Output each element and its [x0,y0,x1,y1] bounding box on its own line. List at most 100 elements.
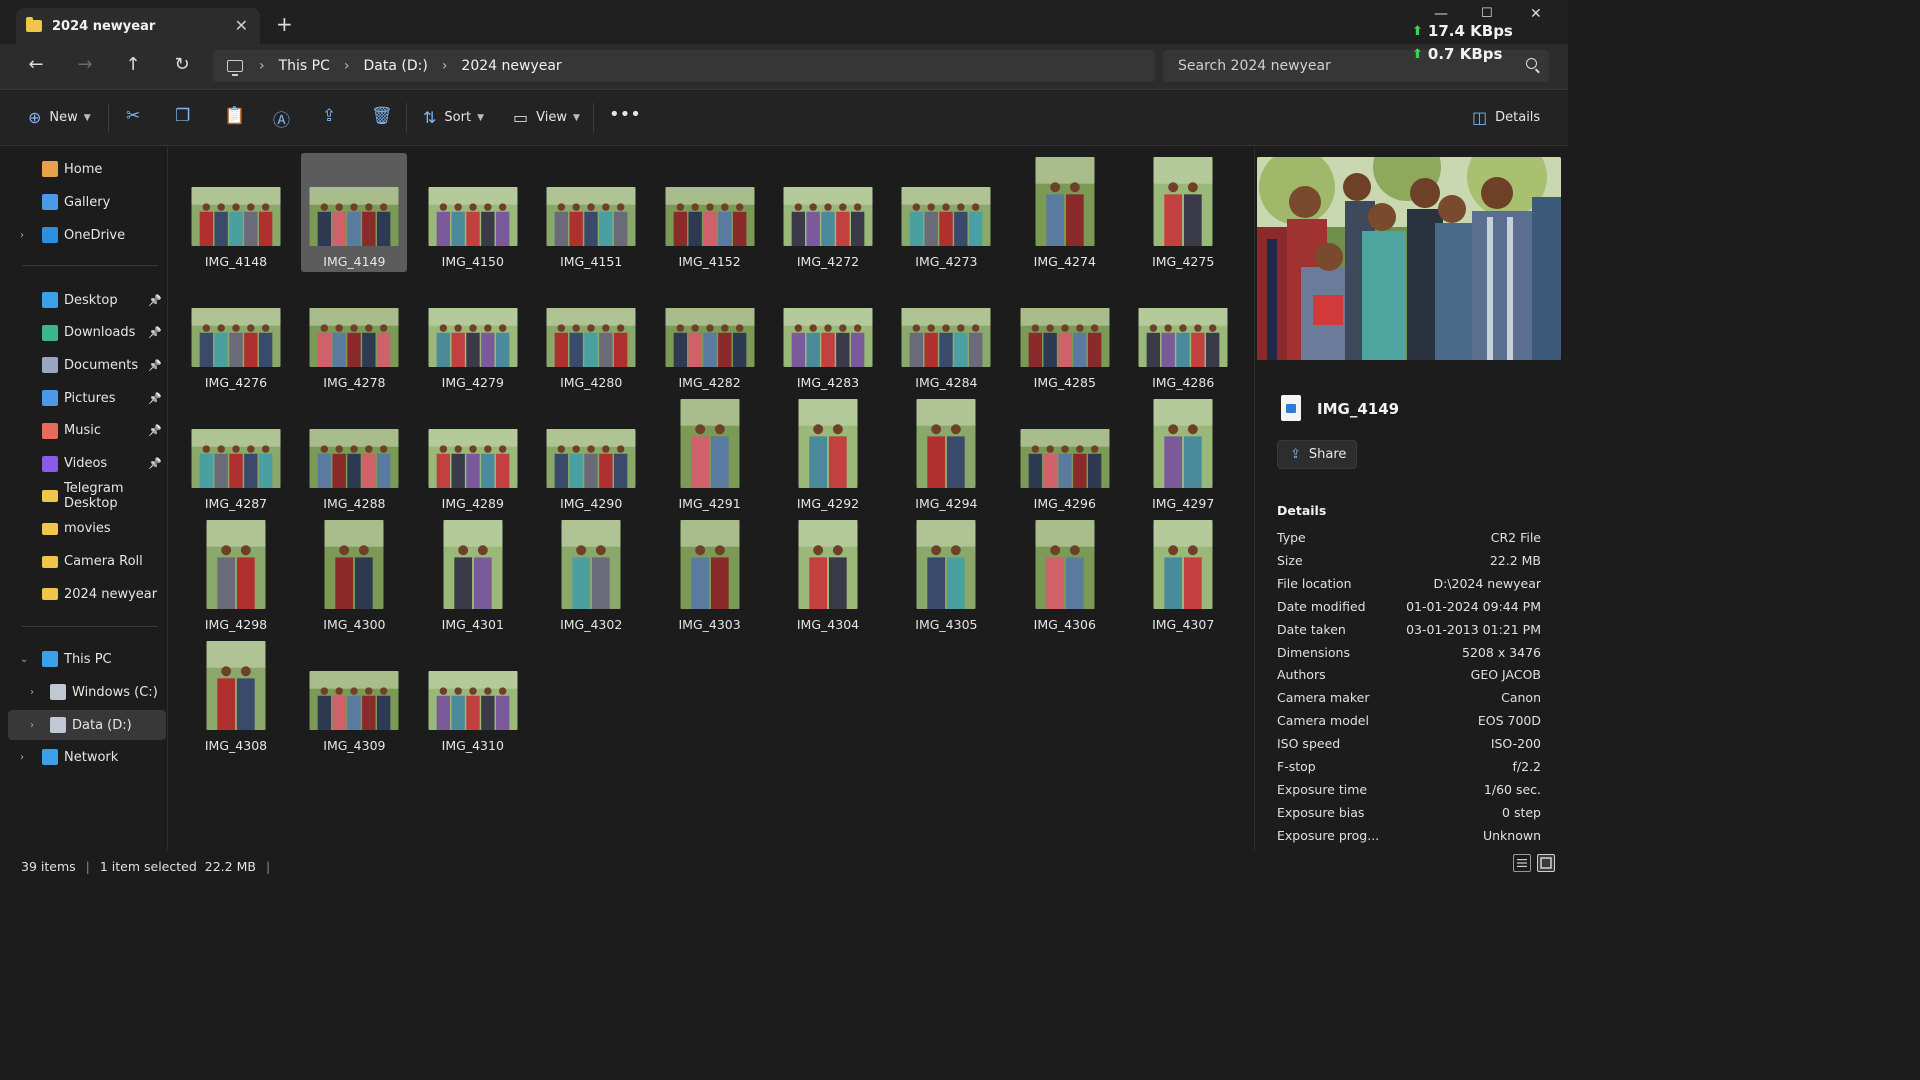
paste-icon[interactable]: 📋 [224,106,246,126]
sidebar-item-pictures[interactable]: Pictures 📌 [8,383,166,413]
more-options-icon[interactable]: ••• [609,104,641,125]
new-tab-button[interactable]: + [276,12,293,36]
sidebar-item-movies[interactable]: movies [8,514,166,544]
sidebar-item-gallery[interactable]: Gallery [8,187,166,217]
delete-icon[interactable]: 🗑 [371,106,393,126]
chevron-right-icon[interactable]: › [30,686,34,698]
file-item[interactable]: IMG_4305 [893,516,999,635]
chevron-down-icon[interactable]: ⌄ [20,653,29,665]
file-item[interactable]: IMG_4302 [538,516,644,635]
share-button[interactable]: ⇪ Share [1277,440,1357,469]
file-item[interactable]: IMG_4284 [893,274,999,393]
file-item[interactable]: IMG_4148 [183,153,289,272]
file-item[interactable]: IMG_4279 [420,274,526,393]
file-item[interactable]: IMG_4297 [1130,395,1236,514]
cut-icon[interactable]: ✂ [126,106,141,126]
refresh-button[interactable]: ↻ [174,54,190,75]
chevron-right-icon[interactable]: › [343,58,350,74]
sidebar-item-onedrive[interactable]: › OneDrive [8,220,166,250]
file-item[interactable]: IMG_4306 [1012,516,1118,635]
property-value: 0 step [1502,804,1541,820]
file-item[interactable]: IMG_4291 [657,395,763,514]
view-button[interactable]: ▭ View ▼ [513,108,580,127]
sidebar-item-data-d[interactable]: › Data (D:) [8,710,166,740]
file-item[interactable]: IMG_4287 [183,395,289,514]
copy-icon[interactable]: ❐ [175,106,191,126]
file-item[interactable]: IMG_4278 [301,274,407,393]
new-button[interactable]: ⊕ New ▼ [28,108,91,127]
file-item[interactable]: IMG_4152 [657,153,763,272]
details-pane-button[interactable]: ◫ Details [1472,108,1541,127]
file-item[interactable]: IMG_4294 [893,395,999,514]
file-item[interactable]: IMG_4304 [775,516,881,635]
sidebar-item-desktop[interactable]: Desktop 📌 [8,285,166,315]
sidebar-item-downloads[interactable]: Downloads 📌 [8,318,166,348]
sidebar-item-this-pc[interactable]: ⌄ This PC [8,644,166,674]
download-icon [42,324,58,341]
details-view-button[interactable] [1513,854,1531,872]
sidebar-item-home[interactable]: Home [8,154,166,184]
chevron-right-icon[interactable]: › [20,751,24,763]
maximize-button[interactable]: ☐ [1481,6,1493,21]
file-name: IMG_4309 [323,738,386,753]
chevron-right-icon[interactable]: › [30,719,34,731]
file-item[interactable]: IMG_4310 [420,637,526,756]
sidebar-item-documents[interactable]: Documents 📌 [8,350,166,380]
sort-button[interactable]: ⇅ Sort ▼ [423,108,484,127]
file-item[interactable]: IMG_4280 [538,274,644,393]
chevron-right-icon[interactable]: › [259,58,265,74]
up-button[interactable]: ↑ [125,54,141,75]
rename-icon[interactable]: Ⓐ [273,111,290,131]
chevron-right-icon[interactable]: › [20,229,24,241]
file-item[interactable]: IMG_4290 [538,395,644,514]
file-item[interactable]: IMG_4285 [1012,274,1118,393]
file-item[interactable]: IMG_4303 [657,516,763,635]
file-item[interactable]: IMG_4296 [1012,395,1118,514]
back-button[interactable]: ← [28,54,44,75]
thumbnail-view-button[interactable] [1537,854,1555,872]
file-item[interactable]: IMG_4286 [1130,274,1236,393]
sidebar-item-windows-c[interactable]: › Windows (C:) [8,677,166,707]
sidebar-item-telegram-desktop[interactable]: Telegram Desktop [8,481,166,511]
file-item[interactable]: IMG_4307 [1130,516,1236,635]
image-thumbnail [1153,399,1213,488]
breadcrumb-this-pc[interactable]: This PC [278,58,330,74]
sidebar-item-camera-roll[interactable]: Camera Roll [8,547,166,577]
close-window-button[interactable]: ✕ [1530,6,1542,22]
file-item[interactable]: IMG_4149 [301,153,408,272]
share-icon[interactable]: ⇪ [322,106,337,126]
file-item[interactable]: IMG_4282 [657,274,763,393]
file-item[interactable]: IMG_4276 [183,274,289,393]
file-item[interactable]: IMG_4150 [420,153,526,272]
file-item[interactable]: IMG_4309 [301,637,407,756]
forward-button[interactable]: → [77,54,93,75]
search-input[interactable]: Search 2024 newyear [1163,50,1549,82]
file-item[interactable]: IMG_4288 [301,395,407,514]
tab-2024-newyear[interactable]: 2024 newyear ✕ [16,8,260,44]
sidebar-item-music[interactable]: Music 📌 [8,416,166,446]
minimize-button[interactable]: — [1434,6,1448,22]
file-item[interactable]: IMG_4301 [420,516,526,635]
file-item[interactable]: IMG_4289 [420,395,526,514]
file-item[interactable]: IMG_4274 [1012,153,1118,272]
file-item[interactable]: IMG_4308 [183,637,289,756]
file-item[interactable]: IMG_4151 [538,153,644,272]
file-item[interactable]: IMG_4275 [1130,153,1236,272]
file-item[interactable]: IMG_4298 [183,516,289,635]
sidebar-item-2024-newyear[interactable]: 2024 newyear [8,579,166,609]
selection-size: 22.2 MB [204,858,256,874]
file-item[interactable]: IMG_4283 [775,274,881,393]
sidebar-item-label: Home [64,161,103,177]
close-tab-icon[interactable]: ✕ [234,16,248,35]
sidebar-item-network[interactable]: › Network [8,742,166,772]
file-item[interactable]: IMG_4273 [893,153,999,272]
file-item[interactable]: IMG_4292 [775,395,881,514]
file-item[interactable]: IMG_4272 [775,153,881,272]
file-item[interactable]: IMG_4300 [301,516,407,635]
address-bar[interactable]: › This PC › Data (D:) › 2024 newyear [213,50,1155,82]
sidebar-item-videos[interactable]: Videos 📌 [8,449,166,479]
breadcrumb-data-d[interactable]: Data (D:) [363,58,428,74]
chevron-right-icon[interactable]: › [441,58,448,74]
breadcrumb-current-folder[interactable]: 2024 newyear [461,58,562,74]
property-name: Authors [1277,667,1326,683]
